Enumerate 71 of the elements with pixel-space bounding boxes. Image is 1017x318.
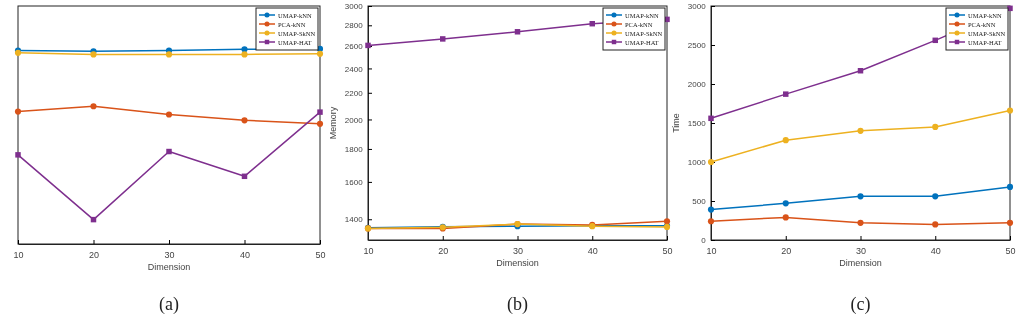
text: (a) [159, 294, 179, 315]
y-tick-label: 1800 [344, 145, 364, 154]
y-axis-title: Memory [328, 106, 338, 140]
point [1006, 219, 1014, 226]
point [782, 137, 789, 144]
point [317, 109, 323, 115]
point [316, 50, 324, 57]
y-tick-label: 2000 [687, 80, 707, 90]
point [932, 221, 939, 228]
x-tick-label: 20 [438, 245, 449, 256]
y-tick-label: 500 [692, 197, 707, 207]
x-axis-title: Dimension [839, 258, 882, 268]
point [165, 111, 173, 118]
y-axis-title: Time [671, 113, 681, 133]
x-tick-label: 40 [930, 245, 941, 256]
x-tick-label: 20 [88, 249, 100, 260]
point [15, 152, 21, 158]
text: (c) [850, 294, 871, 315]
x-tick-label: 50 [315, 249, 326, 260]
point [707, 158, 715, 166]
y-tick-label: 2200 [344, 88, 364, 98]
point [783, 91, 789, 97]
point [514, 29, 521, 35]
point [1006, 107, 1014, 114]
x-tick-label: 50 [662, 245, 673, 256]
x-axis-title: Dimension [496, 258, 539, 268]
x-tick-label: 10 [363, 245, 374, 256]
point [90, 103, 97, 110]
x-tick-label: 30 [164, 249, 175, 260]
y-tick-label: 2000 [344, 115, 364, 125]
point [708, 115, 714, 122]
point [857, 219, 864, 226]
point [241, 51, 248, 58]
point [165, 51, 173, 58]
point [1006, 183, 1014, 191]
x-tick-label: 10 [706, 245, 717, 256]
point [365, 42, 371, 49]
y-tick-label: 3000 [344, 2, 364, 12]
x-tick-label: 30 [512, 245, 524, 256]
y-tick-label: 0 [701, 236, 707, 246]
x-axis-title: Dimension [147, 262, 191, 272]
point [932, 123, 939, 130]
x-tick-label: 10 [13, 249, 24, 260]
y-tick-label: 1500 [687, 119, 707, 129]
y-tick-label: 2600 [344, 42, 364, 52]
y-tick-label: 1600 [344, 177, 364, 187]
y-tick-label: 1400 [344, 215, 364, 225]
point [782, 200, 789, 207]
y-tick-label: 2400 [344, 64, 364, 74]
point [857, 193, 864, 200]
point [14, 108, 22, 115]
point [241, 117, 248, 124]
point [857, 127, 864, 134]
y-tick-label: 3000 [687, 2, 707, 12]
point [440, 36, 446, 42]
text: (b) [507, 294, 528, 315]
x-tick-label: 40 [587, 245, 598, 256]
y-tick-label: 2500 [687, 41, 707, 51]
y-tick-label: 1000 [687, 158, 707, 168]
x-tick-label: 30 [855, 245, 867, 256]
point [932, 193, 939, 200]
point [663, 218, 671, 225]
point [707, 206, 715, 213]
x-tick-label: 50 [1005, 245, 1016, 256]
point [782, 214, 789, 221]
point [316, 120, 324, 127]
point [166, 148, 172, 155]
x-tick-label: 40 [239, 249, 251, 260]
x-tick-label: 20 [781, 245, 792, 256]
point [707, 218, 715, 225]
y-tick-label: 2800 [344, 21, 364, 31]
